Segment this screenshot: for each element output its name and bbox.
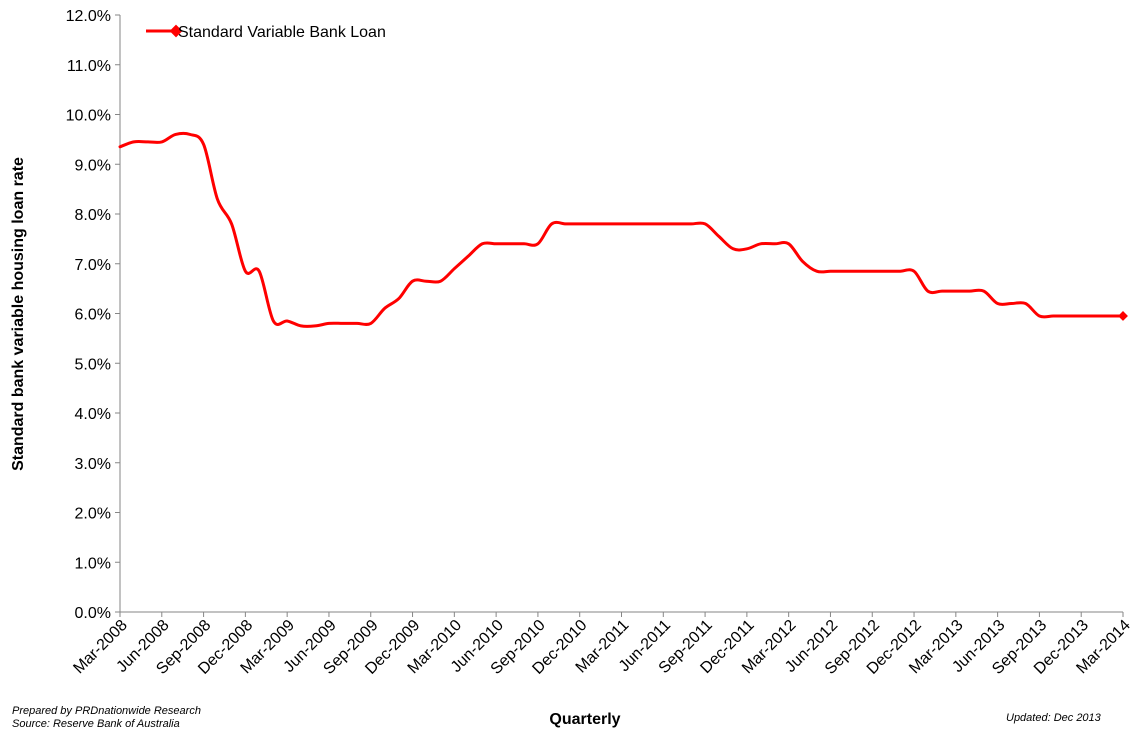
- legend-marker-swatch: [169, 24, 183, 38]
- y-tick-marks: [115, 14, 1124, 617]
- y-tick-label: 8.0%: [75, 207, 111, 224]
- legend: Standard Variable Bank Loan: [146, 24, 386, 41]
- y-tick-label: 3.0%: [75, 456, 111, 473]
- y-tick-labels: 0.0% 1.0% 2.0% 3.0% 4.0% 5.0% 6.0% 7.0% 8.0% 9.0%…: [66, 8, 111, 622]
- source-note: Source: Reserve Bank of Australia: [12, 718, 180, 730]
- y-tick-label: 7.0%: [75, 257, 111, 274]
- series-markers: [1118, 311, 1128, 321]
- x-tick-labels: Mar-2008Jun-2008Sep-2008Dec-2008Mar-2009…: [70, 617, 1134, 678]
- x-axis-title: Quarterly: [549, 711, 620, 728]
- y-tick-label: 9.0%: [75, 157, 111, 174]
- legend-label: Standard Variable Bank Loan: [178, 24, 386, 41]
- y-tick-label: 0.0%: [75, 605, 111, 622]
- y-tick-label: 6.0%: [75, 307, 111, 324]
- prepared-by-note: Prepared by PRDnationwide Research: [12, 705, 201, 717]
- y-tick-label: 2.0%: [75, 506, 111, 523]
- y-tick-label: 5.0%: [75, 356, 111, 373]
- y-tick-label: 1.0%: [75, 555, 111, 572]
- series-end-marker: [1118, 311, 1128, 321]
- y-tick-label: 4.0%: [75, 406, 111, 423]
- updated-note: Updated: Dec 2013: [1006, 712, 1101, 724]
- y-tick-label: 12.0%: [66, 8, 111, 25]
- series-line-standard-variable-bank-loan: [118, 131, 1125, 328]
- y-tick-label: 11.0%: [67, 58, 111, 75]
- y-axis-title: Standard bank variable housing loan rate: [10, 157, 27, 471]
- y-tick-label: 10.0%: [66, 108, 111, 125]
